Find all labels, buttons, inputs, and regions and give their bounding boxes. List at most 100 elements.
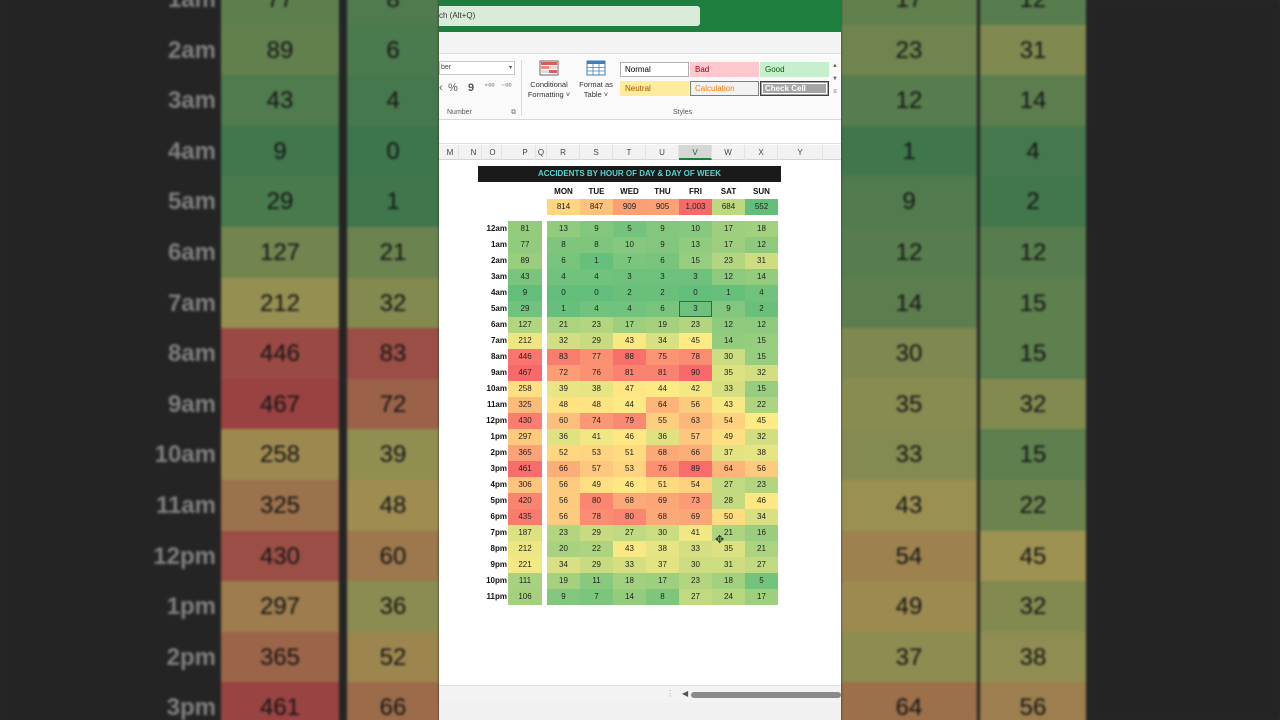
heatmap-cell[interactable]: 37 bbox=[646, 557, 679, 573]
heatmap-cell[interactable]: 73 bbox=[679, 493, 712, 509]
heatmap-cell[interactable]: 57 bbox=[679, 429, 712, 445]
heatmap-cell[interactable]: 12 bbox=[745, 237, 778, 253]
hour-total[interactable]: 446 bbox=[508, 349, 542, 365]
heatmap-cell[interactable]: 23 bbox=[679, 573, 712, 589]
search-box[interactable]: ch (Alt+Q) bbox=[439, 6, 700, 26]
hour-total[interactable]: 89 bbox=[508, 253, 542, 269]
heatmap-cell[interactable]: 69 bbox=[646, 493, 679, 509]
heatmap-cell[interactable]: 80 bbox=[580, 493, 613, 509]
column-header-n[interactable]: N bbox=[466, 145, 482, 160]
style-bad[interactable]: Bad bbox=[690, 62, 759, 77]
hour-total[interactable]: 365 bbox=[508, 445, 542, 461]
hour-total[interactable]: 430 bbox=[508, 413, 542, 429]
column-header-p[interactable]: P bbox=[515, 145, 536, 160]
hour-total[interactable]: 258 bbox=[508, 381, 542, 397]
style-neutral[interactable]: Neutral bbox=[620, 81, 689, 96]
scroll-left-arrow-icon[interactable]: ◀ bbox=[682, 689, 689, 698]
heatmap-cell[interactable]: 66 bbox=[679, 445, 712, 461]
heatmap-cell[interactable]: 27 bbox=[679, 589, 712, 605]
conditional-formatting-button[interactable]: Conditional Formatting ˅ bbox=[525, 58, 573, 104]
heatmap-cell[interactable]: 8 bbox=[580, 237, 613, 253]
heatmap-cell[interactable]: 69 bbox=[679, 509, 712, 525]
heatmap-cell[interactable]: 43 bbox=[613, 541, 646, 557]
heatmap-cell[interactable]: 23 bbox=[745, 477, 778, 493]
heatmap-cell[interactable]: 9 bbox=[646, 221, 679, 237]
heatmap-cell[interactable]: 10 bbox=[613, 237, 646, 253]
heatmap-cell[interactable]: 56 bbox=[547, 477, 580, 493]
heatmap-cell[interactable]: 38 bbox=[745, 445, 778, 461]
decrease-decimal-icon[interactable]: ⁻⁰⁰ bbox=[501, 82, 512, 91]
heatmap-cell[interactable]: 53 bbox=[613, 461, 646, 477]
heatmap-cell[interactable]: 28 bbox=[712, 493, 745, 509]
heatmap-cell[interactable]: 76 bbox=[646, 461, 679, 477]
heatmap-cell[interactable]: 89 bbox=[679, 461, 712, 477]
hour-total[interactable]: 467 bbox=[508, 365, 542, 381]
heatmap-cell[interactable]: 29 bbox=[580, 525, 613, 541]
heatmap-cell[interactable]: 46 bbox=[745, 493, 778, 509]
heatmap-cell[interactable]: 21 bbox=[547, 317, 580, 333]
heatmap-cell[interactable]: 66 bbox=[547, 461, 580, 477]
column-header-y[interactable]: Y bbox=[778, 145, 823, 160]
heatmap-cell[interactable]: 81 bbox=[613, 365, 646, 381]
heatmap-cell[interactable]: 77 bbox=[580, 349, 613, 365]
heatmap-cell[interactable]: 20 bbox=[547, 541, 580, 557]
heatmap-cell[interactable]: 68 bbox=[646, 509, 679, 525]
styles-gallery-scroll[interactable]: ▲ ▼ ≡ bbox=[832, 63, 838, 95]
heatmap-cell[interactable]: 30 bbox=[679, 557, 712, 573]
heatmap-cell[interactable]: 56 bbox=[547, 509, 580, 525]
heatmap-cell[interactable]: 2 bbox=[613, 285, 646, 301]
hour-total[interactable]: 81 bbox=[508, 221, 542, 237]
heatmap-cell[interactable]: 17 bbox=[613, 317, 646, 333]
heatmap-cell[interactable]: 15 bbox=[745, 381, 778, 397]
format-as-table-button[interactable]: Format as Table ˅ bbox=[572, 58, 620, 104]
style-check-cell[interactable]: Check Cell bbox=[760, 81, 829, 96]
heatmap-cell[interactable]: 36 bbox=[547, 429, 580, 445]
day-total-thu[interactable]: 905 bbox=[646, 199, 679, 215]
heatmap-cell[interactable]: 33 bbox=[679, 541, 712, 557]
column-header-r[interactable]: R bbox=[547, 145, 580, 160]
scrollbar-thumb[interactable] bbox=[691, 692, 841, 698]
column-header-o[interactable]: O bbox=[484, 145, 502, 160]
style-normal[interactable]: Normal bbox=[620, 62, 689, 77]
column-header-q[interactable]: Q bbox=[536, 145, 547, 160]
heatmap-cell[interactable]: 2 bbox=[646, 285, 679, 301]
heatmap-cell[interactable]: 1 bbox=[547, 301, 580, 317]
heatmap-cell[interactable]: 80 bbox=[613, 509, 646, 525]
hour-total[interactable]: 435 bbox=[508, 509, 542, 525]
hour-total[interactable]: 29 bbox=[508, 301, 542, 317]
heatmap-cell[interactable]: 35 bbox=[712, 541, 745, 557]
column-header-t[interactable]: T bbox=[613, 145, 646, 160]
heatmap-cell[interactable]: 48 bbox=[547, 397, 580, 413]
heatmap-cell[interactable]: 46 bbox=[613, 429, 646, 445]
heatmap-cell[interactable]: 16 bbox=[745, 525, 778, 541]
number-format-dropdown[interactable]: ber ▾ bbox=[439, 61, 515, 75]
heatmap-cell[interactable]: 68 bbox=[646, 445, 679, 461]
heatmap-cell[interactable]: 49 bbox=[580, 477, 613, 493]
heatmap-cell[interactable]: 76 bbox=[580, 365, 613, 381]
heatmap-cell[interactable]: 8 bbox=[547, 237, 580, 253]
hour-total[interactable]: 106 bbox=[508, 589, 542, 605]
heatmap-cell[interactable]: 13 bbox=[679, 237, 712, 253]
heatmap-cell[interactable]: 34 bbox=[646, 333, 679, 349]
day-total-fri[interactable]: 1,003 bbox=[679, 199, 712, 215]
heatmap-cell[interactable]: 78 bbox=[679, 349, 712, 365]
heatmap-cell[interactable]: 21 bbox=[712, 525, 745, 541]
heatmap-cell[interactable]: 83 bbox=[547, 349, 580, 365]
heatmap-cell[interactable]: 43 bbox=[613, 333, 646, 349]
heatmap-cell[interactable]: 13 bbox=[547, 221, 580, 237]
day-total-sun[interactable]: 552 bbox=[745, 199, 778, 215]
heatmap-cell[interactable]: 32 bbox=[745, 429, 778, 445]
heatmap-cell[interactable]: 21 bbox=[745, 541, 778, 557]
heatmap-cell[interactable]: 4 bbox=[580, 301, 613, 317]
heatmap-cell[interactable]: 4 bbox=[580, 269, 613, 285]
day-total-mon[interactable]: 814 bbox=[547, 199, 580, 215]
column-header-v[interactable]: V bbox=[679, 145, 712, 160]
heatmap-cell[interactable]: 9 bbox=[646, 237, 679, 253]
heatmap-cell[interactable]: 27 bbox=[613, 525, 646, 541]
heatmap-cell[interactable]: 3 bbox=[646, 269, 679, 285]
heatmap-cell[interactable]: 1 bbox=[580, 253, 613, 269]
heatmap-cell[interactable]: 90 bbox=[679, 365, 712, 381]
heatmap-cell[interactable]: 18 bbox=[613, 573, 646, 589]
hour-total[interactable]: 461 bbox=[508, 461, 542, 477]
heatmap-cell[interactable]: 50 bbox=[712, 509, 745, 525]
